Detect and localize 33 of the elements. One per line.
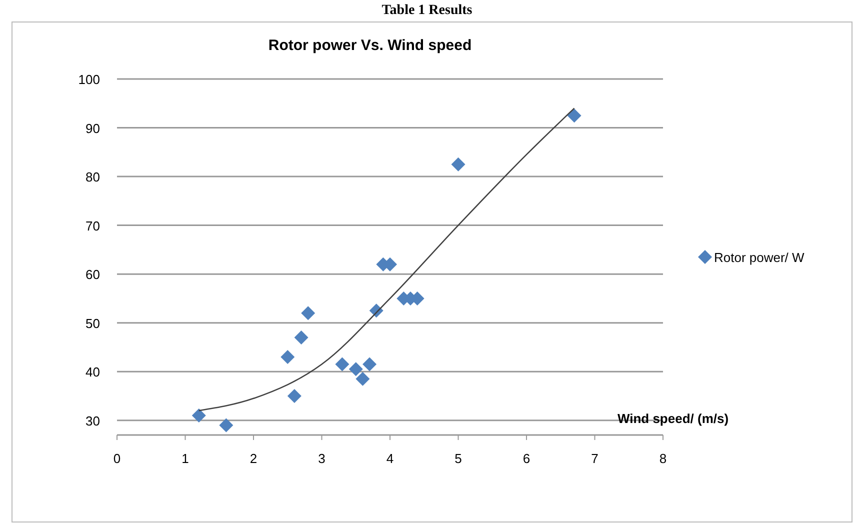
point	[301, 306, 316, 320]
y-tick-label: 30	[86, 413, 100, 428]
x-tick-label: 3	[318, 451, 326, 466]
x-tick-label: 1	[182, 451, 189, 466]
point	[219, 418, 234, 432]
point	[356, 372, 370, 386]
x-tick-label: 2	[250, 451, 258, 466]
y-tick-label: 80	[86, 170, 100, 185]
legend-label: Rotor power/ W	[714, 250, 806, 265]
y-tick-label: 40	[86, 364, 100, 380]
x-tick-label: 4	[386, 451, 394, 466]
x-tick-label: 8	[659, 451, 667, 466]
y-tick-label: 60	[86, 267, 100, 282]
chart-title: Rotor power Vs. Wind speed	[268, 37, 472, 54]
point	[294, 330, 308, 344]
caption: Table 1 Results	[382, 3, 473, 18]
point	[280, 350, 295, 364]
y-tick-label: 100	[78, 72, 100, 87]
x-axis-title: Wind speed/ (m/s)	[617, 411, 729, 426]
point	[192, 408, 206, 422]
point	[362, 357, 377, 372]
point	[287, 388, 302, 403]
y-tick-label: 90	[86, 120, 100, 136]
y-tick-label: 70	[86, 218, 100, 234]
x-tick-label: 6	[522, 451, 530, 466]
x-tick-label: 5	[454, 451, 462, 466]
point	[567, 108, 582, 123]
point	[335, 357, 350, 372]
x-tick-label: 0	[113, 451, 121, 466]
y-tick-label: 50	[86, 316, 100, 331]
point	[348, 362, 363, 376]
point	[451, 157, 466, 172]
x-tick-label: 7	[591, 451, 598, 466]
